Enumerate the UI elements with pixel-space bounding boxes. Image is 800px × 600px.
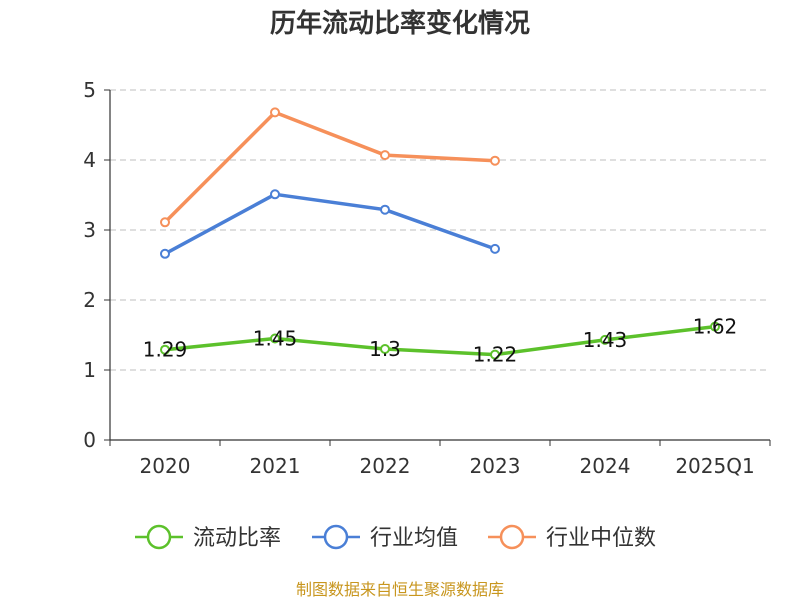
- legend: 流动比率 行业均值 行业中位数: [135, 524, 656, 551]
- legend-label: 行业中位数: [546, 526, 656, 551]
- data-point: [490, 155, 500, 166]
- data-label: 1.62: [693, 315, 738, 339]
- data-point: [160, 248, 170, 259]
- data-point: [380, 150, 390, 161]
- data-point: [490, 349, 500, 360]
- legend-label: 流动比率: [193, 526, 281, 551]
- data-label: 1.45: [253, 327, 298, 351]
- legend-label: 行业均值: [370, 526, 458, 551]
- x-tick-label: 2025Q1: [675, 454, 754, 478]
- legend-marker: [323, 524, 349, 550]
- data-point: [380, 344, 390, 354]
- data-point: [710, 321, 720, 332]
- series-line: [164, 192, 496, 256]
- data-point: [270, 107, 280, 118]
- data-labels: 1.29 1.45 1.3 1.22 1.43 1.62: [143, 315, 738, 367]
- legend-marker: [146, 524, 172, 550]
- data-point: [160, 344, 170, 355]
- x-tick-label: 2020: [140, 454, 191, 478]
- data-label: 1.29: [143, 338, 188, 362]
- legend-marker: [499, 524, 525, 550]
- data-label: 1.43: [583, 328, 628, 352]
- data-point: [600, 334, 610, 345]
- x-tick-label: 2023: [470, 454, 521, 478]
- series-group: [160, 107, 720, 360]
- data-point: [270, 333, 280, 344]
- data-point: [380, 204, 390, 215]
- x-tick-label: 2021: [250, 454, 301, 478]
- y-tick-label: 2: [83, 288, 96, 312]
- y-tick-label: 5: [83, 78, 96, 102]
- x-tick-label: 2022: [360, 454, 411, 478]
- axes: 0 1 2 3 4 5 2020 2021 2022 2023 2024 2025Q1: [83, 78, 771, 478]
- y-tick-label: 4: [83, 148, 96, 172]
- series-line: [163, 110, 496, 224]
- data-label: 1.3: [369, 337, 401, 361]
- chart-title: 历年流动比率变化情况: [270, 8, 530, 39]
- y-tick-label: 3: [83, 218, 96, 242]
- data-point: [160, 217, 170, 228]
- data-point: [490, 243, 500, 254]
- data-label: 1.22: [473, 343, 518, 367]
- x-tick-label: 2024: [580, 454, 631, 478]
- source-note: 制图数据来自恒生聚源数据库: [296, 580, 504, 599]
- y-tick-label: 1: [83, 358, 96, 382]
- y-tick-label: 0: [83, 428, 96, 452]
- series-line: [164, 324, 716, 357]
- data-point: [270, 189, 280, 200]
